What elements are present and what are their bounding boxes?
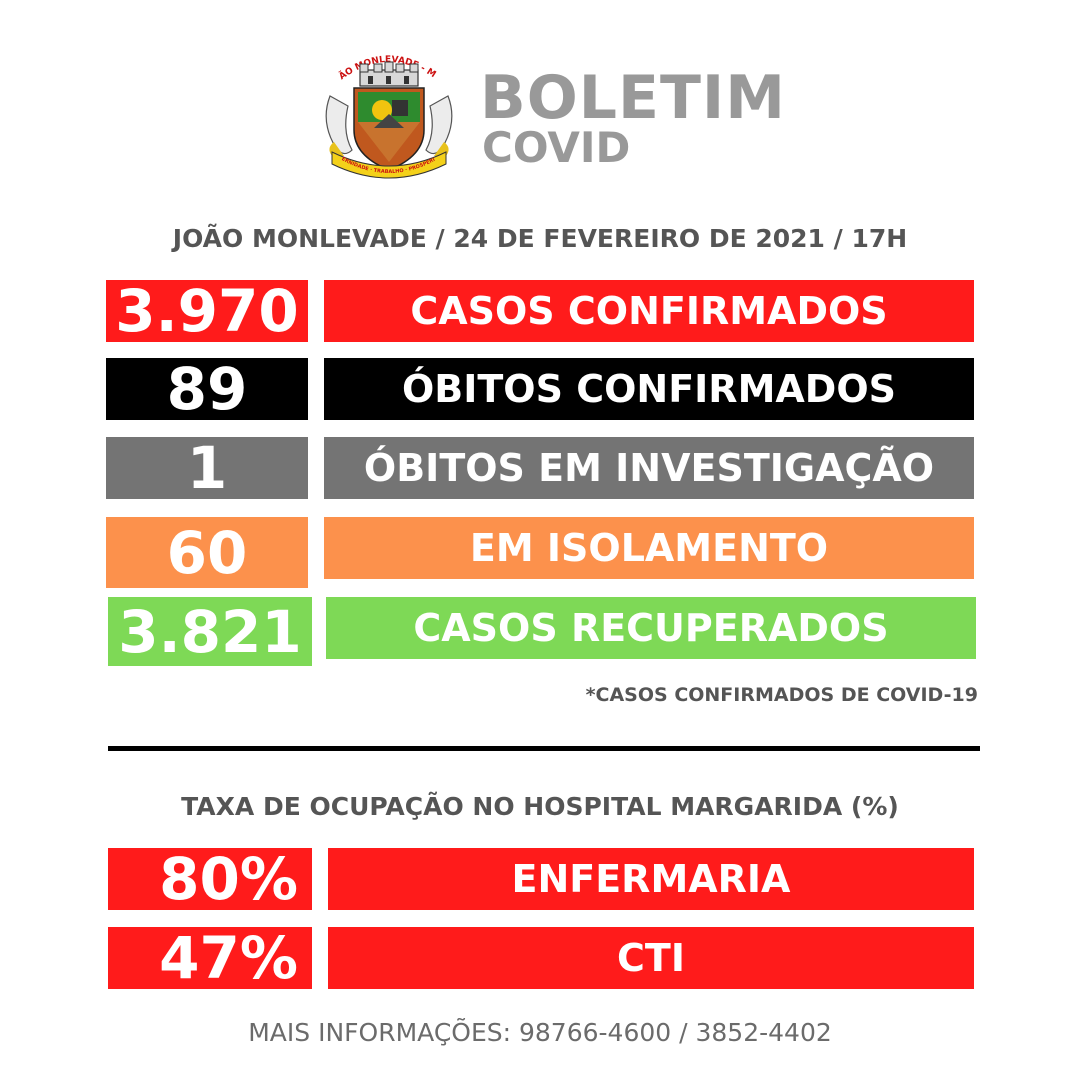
footnote: *CASOS CONFIRMADOS DE COVID-19 <box>585 684 978 706</box>
city-crest-logo: JOÃO MONLEVADE - M.G. FRATERNIDADE · TRA… <box>322 52 453 179</box>
contact-info-footer: MAIS INFORMAÇÕES: 98766-4600 / 3852-4402 <box>248 1018 832 1047</box>
location-date-heading: JOÃO MONLEVADE / 24 DE FEVEREIRO DE 2021… <box>172 224 908 253</box>
bulletin-subtitle: COVID <box>482 123 631 172</box>
occupancy-value-icu: 47% <box>108 927 312 989</box>
stat-label-isolation: EM ISOLAMENTO <box>324 517 974 579</box>
section-divider <box>108 746 980 751</box>
occupancy-heading: TAXA DE OCUPAÇÃO NO HOSPITAL MARGARIDA (… <box>181 792 899 821</box>
bulletin-title: BOLETIM <box>480 63 786 133</box>
stat-label-confirmed-cases: CASOS CONFIRMADOS <box>324 280 974 342</box>
stat-label-confirmed-deaths: ÓBITOS CONFIRMADOS <box>324 358 974 420</box>
stat-value-confirmed-cases: 3.970 <box>106 280 308 342</box>
stat-label-deaths-under-investigation: ÓBITOS EM INVESTIGAÇÃO <box>324 437 974 499</box>
stat-value-deaths-under-investigation: 1 <box>106 437 308 499</box>
occupancy-label-icu: CTI <box>328 927 974 989</box>
stat-value-confirmed-deaths: 89 <box>106 358 308 420</box>
occupancy-value-ward: 80% <box>108 848 312 910</box>
stat-value-recovered: 3.821 <box>108 597 312 666</box>
occupancy-label-ward: ENFERMARIA <box>328 848 974 910</box>
stat-label-recovered: CASOS RECUPERADOS <box>326 597 976 659</box>
stat-value-isolation: 60 <box>106 517 308 588</box>
